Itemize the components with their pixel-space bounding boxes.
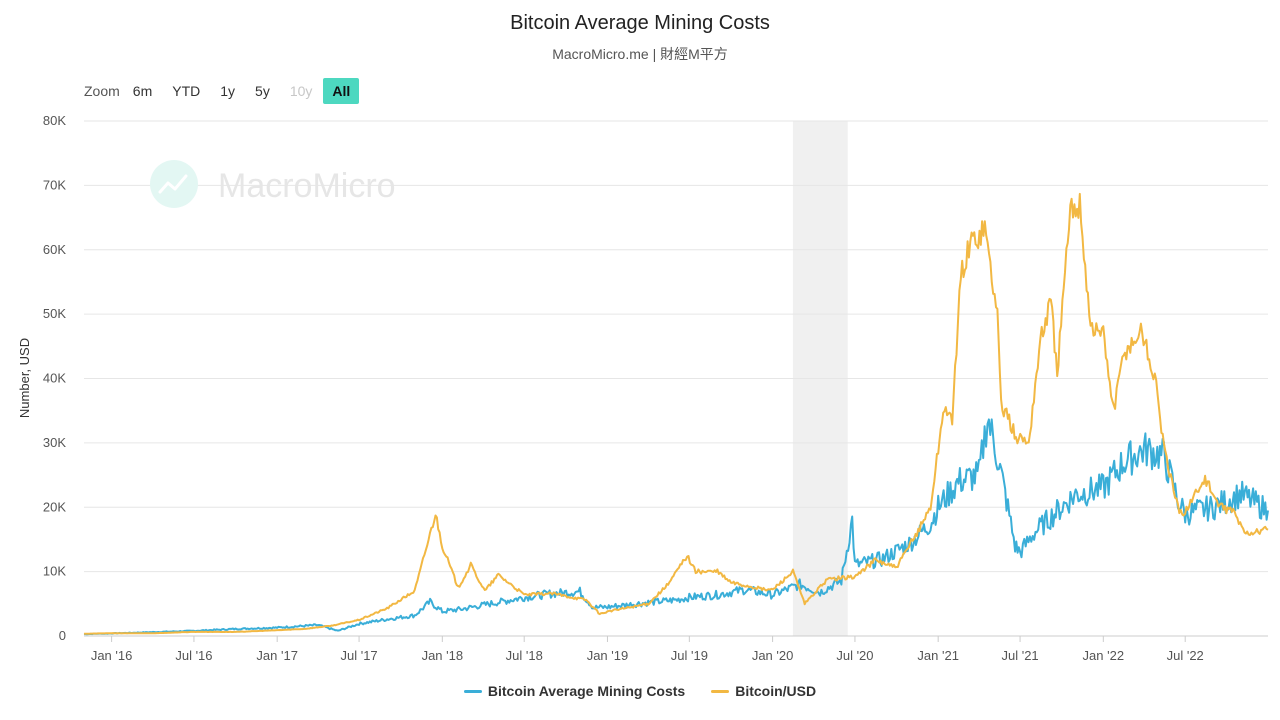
- y-axis-title: Number, USD: [17, 338, 32, 418]
- x-tick-label: Jan '19: [587, 648, 629, 663]
- y-tick-label: 80K: [43, 113, 66, 128]
- x-tick-label: Jan '22: [1083, 648, 1125, 663]
- x-tick-label: Jan '16: [91, 648, 133, 663]
- zoom-label: Zoom: [84, 83, 120, 99]
- watermark: MacroMicro: [150, 160, 396, 208]
- y-tick-label: 0: [59, 628, 66, 643]
- legend-swatch-mining-icon: [463, 689, 482, 693]
- x-tick-label: Jan '18: [422, 648, 464, 663]
- legend-item-btc-usd[interactable]: Bitcoin/USD: [711, 683, 816, 699]
- watermark-text: MacroMicro: [218, 167, 396, 205]
- x-tick-label: Jul '16: [175, 648, 212, 663]
- watermark-logo-icon: [150, 160, 198, 208]
- y-tick-label: 20K: [43, 499, 66, 514]
- zoom-controls: Zoom 6m YTD 1y 5y 10y All: [84, 78, 361, 104]
- zoom-1y-button[interactable]: 1y: [220, 83, 236, 99]
- zoom-6m-button[interactable]: 6m: [132, 83, 153, 99]
- legend: Bitcoin Average Mining Costs Bitcoin/USD: [0, 683, 1280, 699]
- y-tick-label: 30K: [43, 435, 66, 450]
- x-tick-label: Jul '18: [506, 648, 543, 663]
- legend-item-mining-costs[interactable]: Bitcoin Average Mining Costs: [463, 683, 686, 699]
- legend-label-btc: Bitcoin/USD: [735, 683, 817, 699]
- zoom-all-button[interactable]: All: [323, 78, 360, 104]
- y-tick-label: 50K: [43, 306, 66, 321]
- legend-label-mining: Bitcoin Average Mining Costs: [487, 683, 686, 699]
- x-tick-label: Jul '19: [671, 648, 708, 663]
- legend-swatch-btc-icon: [711, 689, 730, 693]
- y-tick-label: 70K: [43, 177, 66, 192]
- series-line-btc-usd[interactable]: [83, 192, 1269, 635]
- x-tick-label: Jan '20: [752, 648, 794, 663]
- zoom-10y-button: 10y: [289, 83, 313, 99]
- zoom-5y-button[interactable]: 5y: [255, 83, 270, 99]
- x-tick-label: Jul '17: [340, 648, 377, 663]
- x-tick-label: Jan '17: [256, 648, 298, 663]
- y-tick-label: 10K: [43, 564, 66, 579]
- x-tick-label: Jul '22: [1167, 648, 1204, 663]
- series-line-mining-costs[interactable]: [83, 418, 1269, 636]
- chart-subtitle: MacroMicro.me | 財經M平方: [552, 46, 728, 62]
- x-tick-label: Jul '20: [836, 648, 873, 663]
- x-tick-label: Jan '21: [917, 648, 959, 663]
- y-tick-label: 40K: [43, 371, 66, 386]
- zoom-ytd-button[interactable]: YTD: [172, 83, 201, 99]
- x-tick-label: Jul '21: [1001, 648, 1038, 663]
- chart-title: Bitcoin Average Mining Costs: [510, 12, 770, 34]
- y-tick-label: 60K: [43, 242, 66, 257]
